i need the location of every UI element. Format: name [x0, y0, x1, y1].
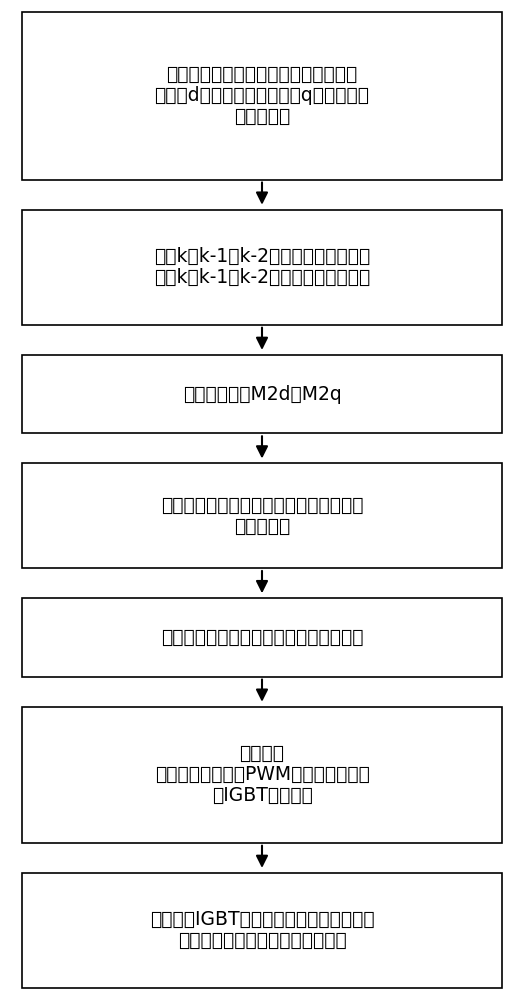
- Text: 电流的d轴分量参考值，另外q轴分量的参: 电流的d轴分量参考值，另外q轴分量的参: [155, 86, 369, 105]
- Text: 选择合适的开关状态以使代价函数最小化: 选择合适的开关状态以使代价函数最小化: [161, 628, 363, 647]
- Text: 变流器以生成所需的控制绕组电流: 变流器以生成所需的控制绕组电流: [178, 931, 346, 950]
- FancyBboxPatch shape: [22, 463, 502, 568]
- Text: 的IGBT开关序列: 的IGBT开关序列: [212, 786, 312, 805]
- Text: 从功率绕组电压控制回路获得控制绕组: 从功率绕组电压控制回路获得控制绕组: [167, 65, 357, 84]
- FancyBboxPatch shape: [22, 598, 502, 677]
- FancyBboxPatch shape: [22, 355, 502, 433]
- Text: 考值设为零: 考值设为零: [234, 107, 290, 126]
- Text: 记录k，k-1和k-2时刻的控制绕组电流: 记录k，k-1和k-2时刻的控制绕组电流: [154, 268, 370, 287]
- Text: 计算中间变量M2d及M2q: 计算中间变量M2d及M2q: [183, 385, 341, 404]
- Text: 最优电压矢量经过PWM生成器得到优化: 最优电压矢量经过PWM生成器得到优化: [155, 765, 369, 784]
- FancyBboxPatch shape: [22, 210, 502, 325]
- Text: 将得到的: 将得到的: [239, 744, 285, 763]
- FancyBboxPatch shape: [22, 873, 502, 988]
- FancyBboxPatch shape: [22, 12, 502, 180]
- FancyBboxPatch shape: [22, 707, 502, 843]
- Text: 采样k，k-1和k-2时刻的控制绕组电流: 采样k，k-1和k-2时刻的控制绕组电流: [154, 247, 370, 266]
- Text: 根据预测电流表达式计算带有延迟补偿的: 根据预测电流表达式计算带有延迟补偿的: [161, 496, 363, 515]
- Text: 预测电流值: 预测电流值: [234, 517, 290, 536]
- Text: 将优化的IGBT开关序列发送到控制绕组侧: 将优化的IGBT开关序列发送到控制绕组侧: [150, 910, 374, 929]
